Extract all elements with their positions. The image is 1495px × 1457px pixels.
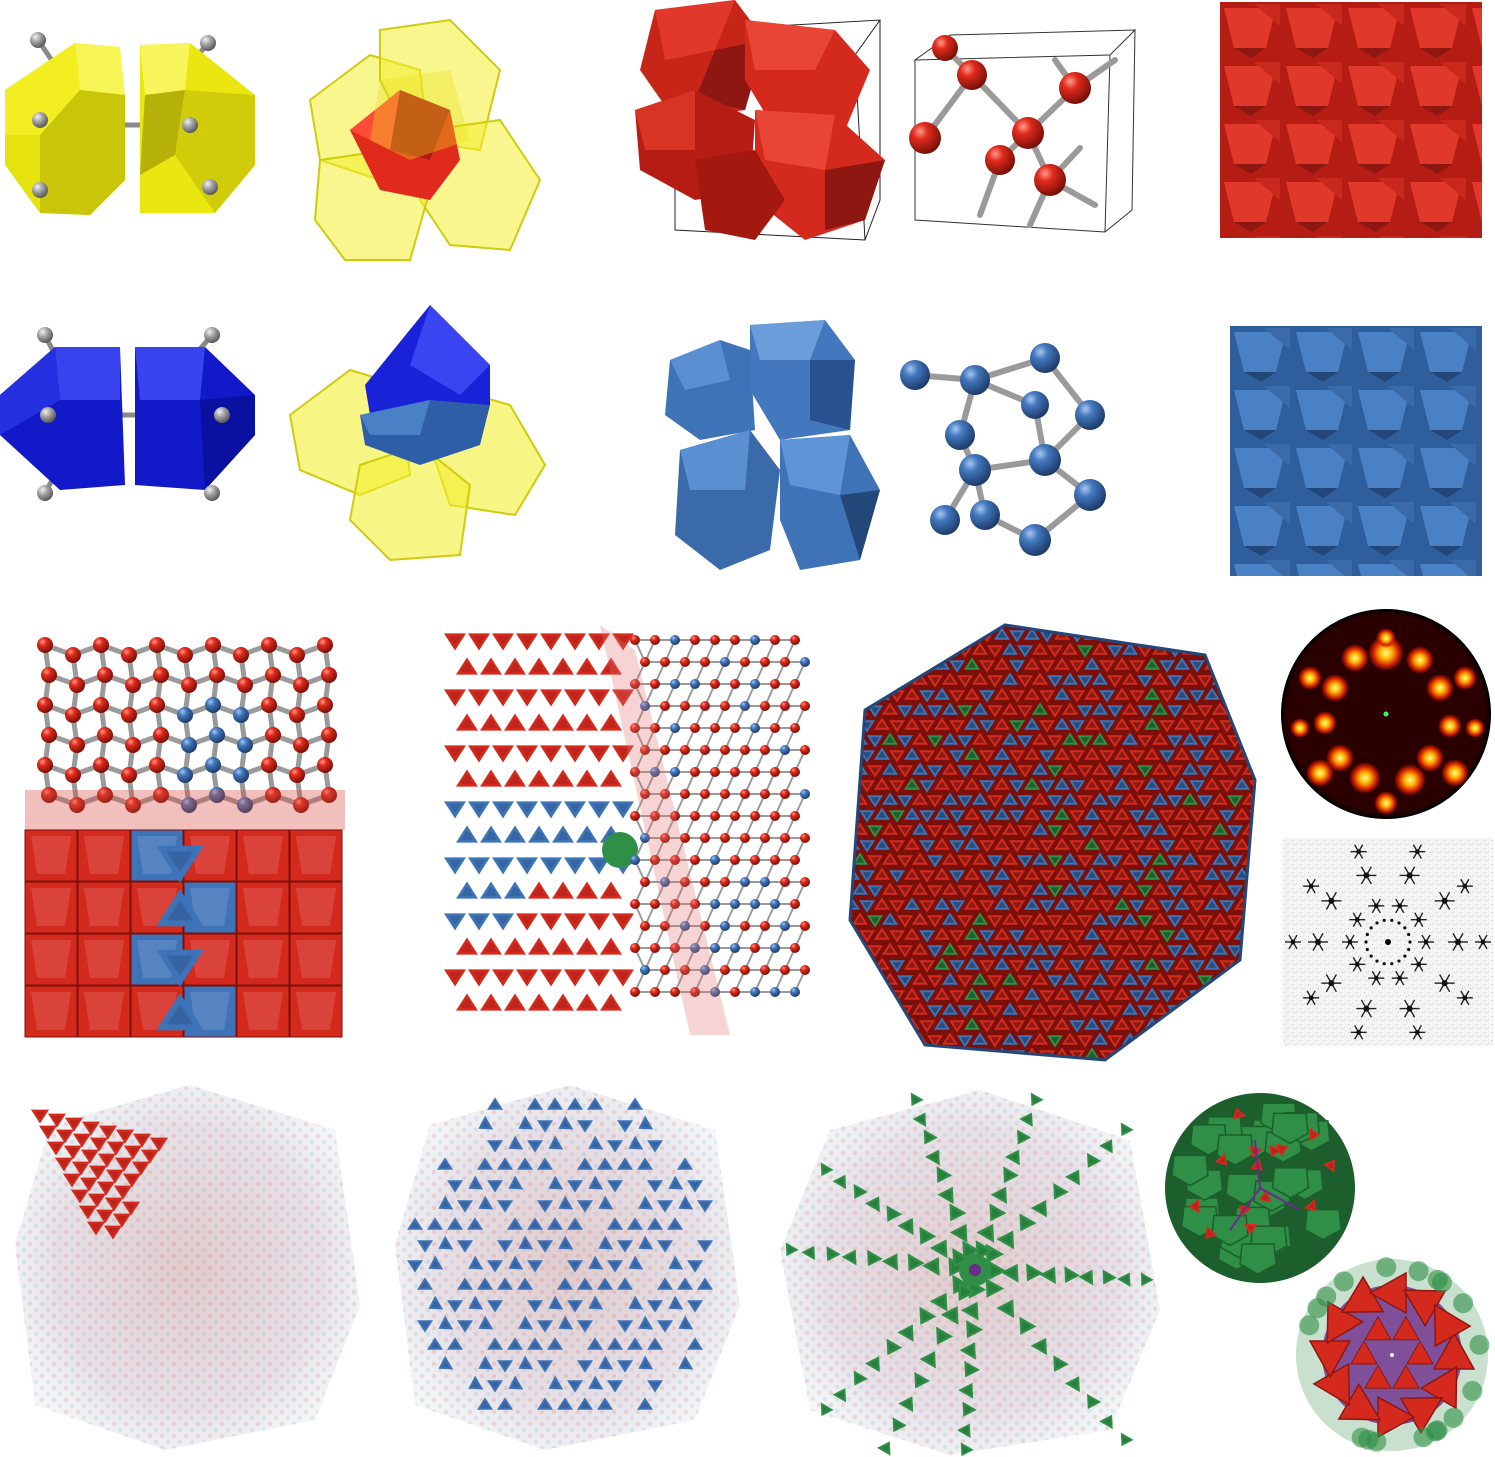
red-polyhedra-in-unit-cell-icon xyxy=(635,0,900,245)
diffraction-pattern-hot-icon xyxy=(1280,608,1492,820)
red-wedge-in-transparent-cluster-icon xyxy=(15,1085,365,1450)
green-red-core-ball-icon xyxy=(1160,1090,1360,1285)
yellow-pair-with-bonds-icon xyxy=(0,25,265,230)
blue-pair-with-bonds-icon xyxy=(0,325,265,505)
blue-tiled-surface-icon xyxy=(1230,326,1482,576)
red-core-in-yellow-cluster-icon xyxy=(300,10,550,270)
twinned-cluster-cutaway-icon xyxy=(400,620,830,1040)
icosahedral-crystallite-icon xyxy=(845,620,1265,1065)
red-ball-and-stick-unit-cell-icon xyxy=(900,20,1150,245)
blue-polyhedra-stack-icon xyxy=(660,320,885,575)
blue-domains-in-transparent-cluster-icon xyxy=(395,1085,745,1450)
diffraction-pattern-gray-icon xyxy=(1283,838,1493,1046)
red-tiled-surface-icon xyxy=(1220,2,1482,238)
red-purple-core-ball-icon xyxy=(1290,1255,1495,1455)
blue-ball-and-stick-network-icon xyxy=(895,330,1120,570)
blue-core-in-yellow-cluster-icon xyxy=(288,305,550,565)
green-star-axes-in-transparent-cluster-icon xyxy=(780,1090,1170,1457)
red-blue-interface-slab-icon xyxy=(20,625,355,1045)
